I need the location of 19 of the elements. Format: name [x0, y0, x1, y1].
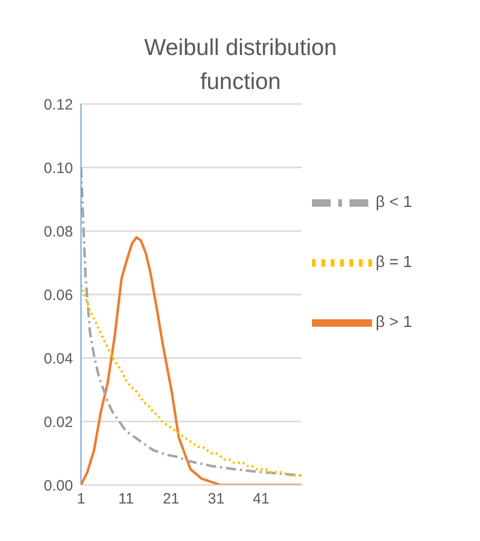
- y-tick-label: 0.02: [44, 414, 73, 431]
- y-tick-label: 0.12: [44, 96, 73, 114]
- line-series: [81, 166, 302, 477]
- x-tick-label: 41: [252, 490, 270, 508]
- x-tick-label: 31: [208, 490, 224, 508]
- x-tick-label: 1: [76, 490, 86, 508]
- y-tick-label: 0.04: [44, 350, 73, 368]
- y-tick-label: 0.00: [44, 477, 73, 494]
- line-series: [81, 284, 302, 477]
- y-tick-label: 0.06: [44, 286, 73, 304]
- y-tick-label: 0.10: [44, 160, 73, 177]
- y-tick-label: 0.08: [44, 223, 73, 240]
- legend-label: β < 1: [376, 194, 412, 212]
- x-tick-label: 21: [162, 490, 180, 508]
- chart-title: Weibull distribution function: [143, 33, 338, 96]
- line-series: [81, 236, 302, 485]
- legend-label: β = 1: [376, 254, 412, 272]
- legend-label: β > 1: [376, 314, 412, 332]
- x-tick-label: 11: [118, 490, 134, 508]
